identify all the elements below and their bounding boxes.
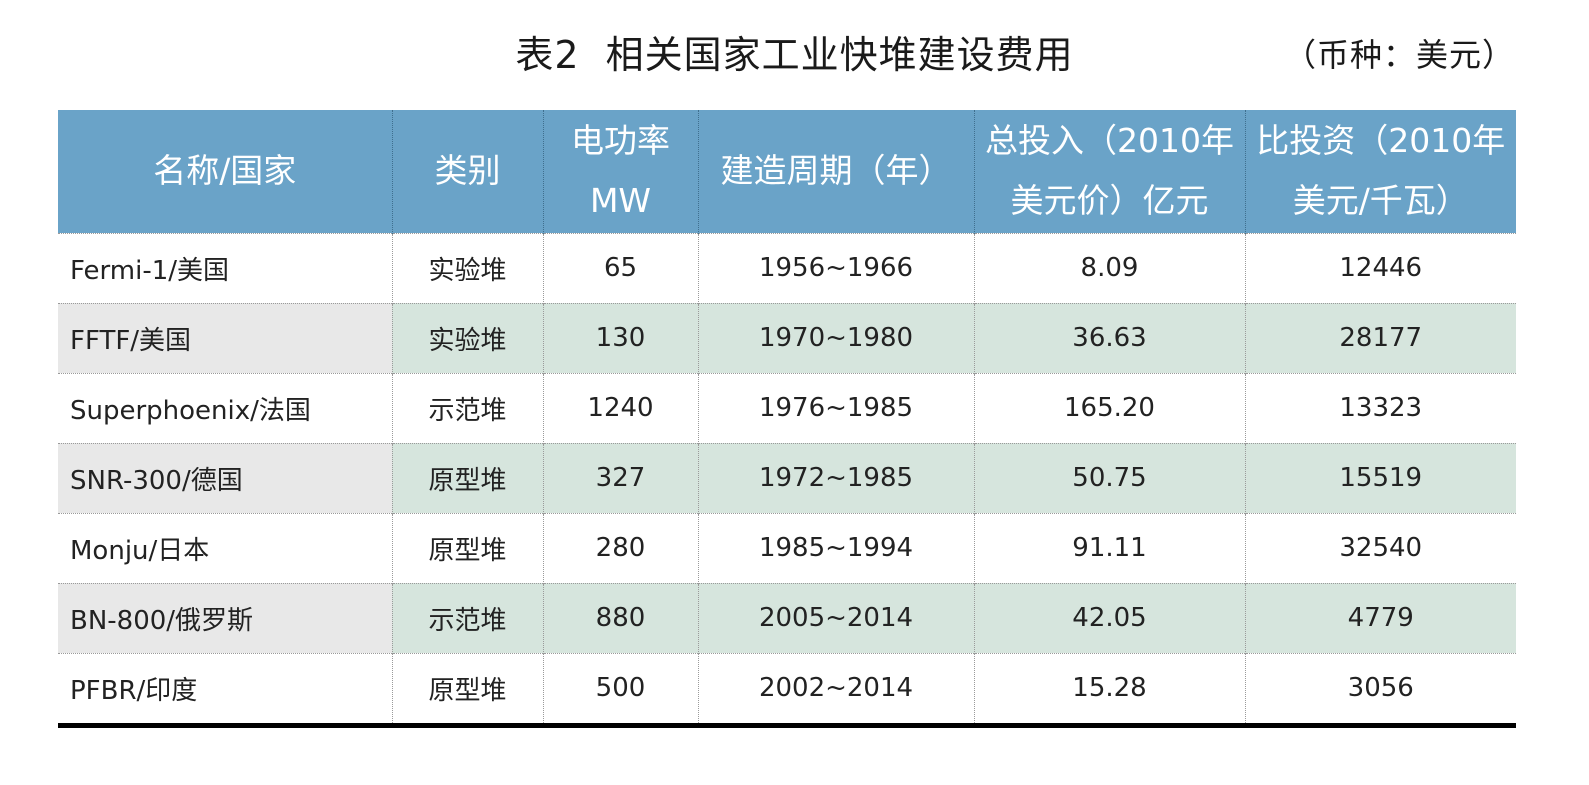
cell-name-country: Fermi-1/美国: [58, 232, 392, 303]
cell-category: 示范堆: [391, 372, 543, 443]
table-row: Fermi-1/美国 实验堆 65 1956~1966 8.09 12446: [58, 232, 1516, 303]
cell-power: 280: [542, 512, 698, 583]
cell-power: 327: [542, 442, 698, 513]
cell-period: 1970~1980: [697, 302, 974, 373]
cell-period: 1972~1985: [697, 442, 974, 513]
cell-category: 原型堆: [391, 442, 543, 513]
cell-total-investment: 8.09: [973, 232, 1245, 303]
cell-total-investment: 50.75: [973, 442, 1245, 513]
header-name-country: 名称/国家: [153, 151, 297, 191]
table-title-text: 相关国家工业快堆建设费用: [605, 33, 1074, 77]
currency-note: （币种：美元）: [1283, 36, 1515, 74]
cell-name-country: Superphoenix/法国: [58, 372, 392, 443]
cell-period: 1985~1994: [697, 512, 974, 583]
cell-name-country: SNR-300/德国: [58, 442, 392, 513]
cell-power: 65: [542, 232, 698, 303]
cell-power: 500: [542, 652, 698, 723]
table-row: SNR-300/德国 原型堆 327 1972~1985 50.75 15519: [58, 442, 1516, 513]
cell-total-investment: 42.05: [973, 582, 1245, 653]
header-specific-investment: 比投资（2010年 美元/千瓦）: [1244, 110, 1516, 233]
table-row: FFTF/美国 实验堆 130 1970~1980 36.63 28177: [58, 302, 1516, 373]
cell-specific-investment: 12446: [1244, 232, 1516, 303]
header-row: 名称/国家 类别 电功率 MW 建造周期（年） 总投入（2010年 美元价）亿元: [58, 110, 1516, 233]
header-total-investment: 总投入（2010年 美元价）亿元: [973, 110, 1245, 233]
cell-total-investment: 15.28: [973, 652, 1245, 723]
table-title: 表2 相关国家工业快堆建设费用: [0, 24, 1589, 79]
cell-power: 1240: [542, 372, 698, 443]
cell-category: 示范堆: [391, 582, 543, 653]
table-bottom-rule: [58, 723, 1516, 728]
cell-name-country: PFBR/印度: [58, 652, 392, 723]
table-number: 表2: [515, 33, 580, 77]
header-construction-period: 建造周期（年）: [697, 110, 974, 233]
table-body: Fermi-1/美国 实验堆 65 1956~1966 8.09 12446 F…: [58, 232, 1516, 723]
table-row: BN-800/俄罗斯 示范堆 880 2005~2014 42.05 4779: [58, 582, 1516, 653]
table-header: 名称/国家 类别 电功率 MW 建造周期（年） 总投入（2010年 美元价）亿元: [58, 110, 1516, 233]
cell-period: 1976~1985: [697, 372, 974, 443]
table-row: Superphoenix/法国 示范堆 1240 1976~1985 165.2…: [58, 372, 1516, 443]
cell-specific-investment: 3056: [1244, 652, 1516, 723]
cell-total-investment: 165.20: [973, 372, 1245, 443]
cell-power: 880: [542, 582, 698, 653]
cell-specific-investment: 32540: [1244, 512, 1516, 583]
cell-name-country: BN-800/俄罗斯: [58, 582, 392, 653]
header-power: 电功率 MW: [542, 110, 698, 233]
cell-period: 2005~2014: [697, 582, 974, 653]
table-row: Monju/日本 原型堆 280 1985~1994 91.11 32540: [58, 512, 1516, 583]
table-row: PFBR/印度 原型堆 500 2002~2014 15.28 3056: [58, 652, 1516, 723]
cell-period: 2002~2014: [697, 652, 974, 723]
cell-name-country: FFTF/美国: [58, 302, 392, 373]
cell-specific-investment: 28177: [1244, 302, 1516, 373]
cell-power: 130: [542, 302, 698, 373]
header-category: 类别: [391, 110, 543, 233]
cell-category: 原型堆: [391, 512, 543, 583]
cell-specific-investment: 15519: [1244, 442, 1516, 513]
cost-table: 名称/国家 类别 电功率 MW 建造周期（年） 总投入（2010年 美元价）亿元: [58, 110, 1516, 723]
cell-name-country: Monju/日本: [58, 512, 392, 583]
cell-category: 原型堆: [391, 652, 543, 723]
cell-specific-investment: 13323: [1244, 372, 1516, 443]
cell-category: 实验堆: [391, 302, 543, 373]
cost-table-container: 名称/国家 类别 电功率 MW 建造周期（年） 总投入（2010年 美元价）亿元: [58, 110, 1516, 728]
cell-total-investment: 36.63: [973, 302, 1245, 373]
cell-category: 实验堆: [391, 232, 543, 303]
cell-specific-investment: 4779: [1244, 582, 1516, 653]
cell-total-investment: 91.11: [973, 512, 1245, 583]
cell-period: 1956~1966: [697, 232, 974, 303]
